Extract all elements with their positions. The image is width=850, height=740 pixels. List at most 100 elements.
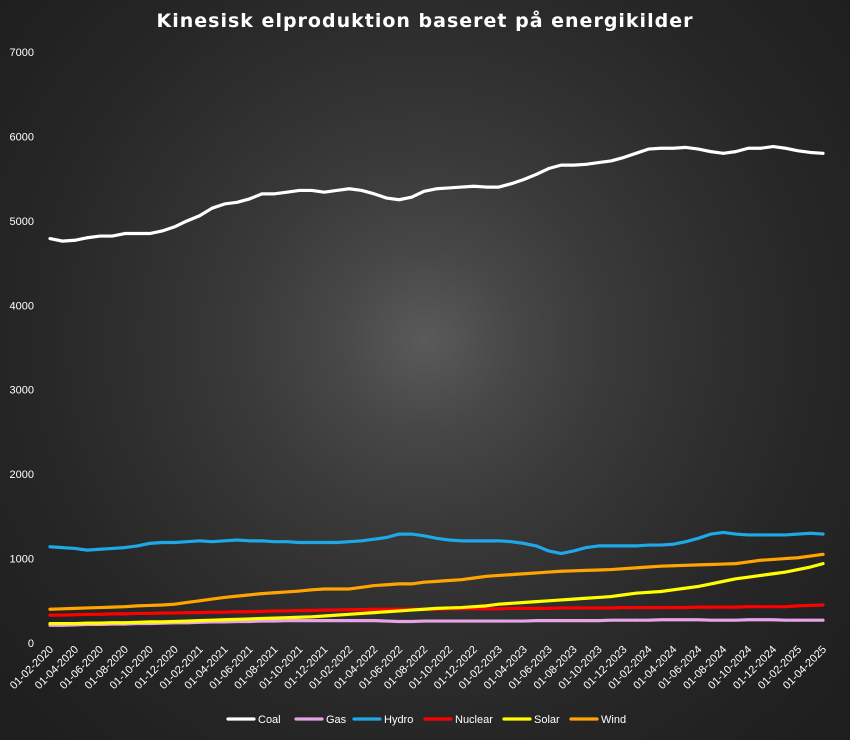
data-point-hydro bbox=[622, 544, 625, 548]
data-point-hydro bbox=[796, 532, 800, 536]
data-point-nuclear bbox=[360, 608, 364, 612]
data-point-nuclear bbox=[210, 610, 214, 614]
data-point-nuclear bbox=[372, 607, 376, 611]
data-point-nuclear bbox=[709, 605, 713, 609]
data-point-nuclear bbox=[746, 605, 750, 609]
data-point-wind bbox=[647, 565, 650, 569]
series-lines bbox=[48, 144, 825, 627]
data-point-wind bbox=[410, 582, 413, 586]
data-point-gas bbox=[285, 619, 289, 623]
data-point-solar bbox=[322, 614, 326, 618]
data-point-gas bbox=[422, 619, 426, 623]
data-point-solar bbox=[547, 599, 551, 603]
data-point-nuclear bbox=[659, 606, 663, 609]
data-point-wind bbox=[497, 574, 501, 577]
data-point-hydro bbox=[160, 541, 164, 544]
legend-item-gas: Gas bbox=[294, 714, 347, 726]
data-point-coal bbox=[397, 198, 401, 202]
data-point-solar bbox=[709, 582, 713, 586]
data-point-nuclear bbox=[260, 609, 264, 613]
data-point-gas bbox=[584, 619, 588, 623]
data-point-wind bbox=[86, 606, 89, 610]
data-point-wind bbox=[210, 597, 214, 601]
data-point-nuclear bbox=[173, 611, 177, 615]
data-point-nuclear bbox=[73, 613, 77, 617]
data-point-wind bbox=[173, 602, 177, 606]
data-point-coal bbox=[297, 189, 301, 192]
data-point-wind bbox=[310, 588, 314, 592]
data-point-solar bbox=[622, 593, 625, 597]
y-tick-label: 7000 bbox=[10, 47, 34, 59]
data-point-wind bbox=[185, 601, 189, 604]
data-point-hydro bbox=[522, 541, 526, 545]
data-point-nuclear bbox=[696, 605, 700, 609]
data-point-coal bbox=[260, 192, 264, 196]
data-point-gas bbox=[509, 619, 513, 623]
data-point-nuclear bbox=[509, 606, 513, 610]
data-point-nuclear bbox=[671, 606, 675, 609]
data-point-solar bbox=[435, 606, 438, 610]
data-point-nuclear bbox=[185, 611, 189, 615]
data-point-wind bbox=[534, 571, 538, 575]
data-point-gas bbox=[460, 619, 463, 623]
legend-item-solar: Solar bbox=[502, 714, 560, 726]
data-point-coal bbox=[821, 151, 825, 155]
data-point-solar bbox=[123, 621, 127, 625]
data-point-solar bbox=[609, 595, 613, 598]
data-point-coal bbox=[597, 161, 600, 165]
data-point-solar bbox=[460, 606, 463, 609]
data-point-coal bbox=[696, 147, 700, 151]
data-point-coal bbox=[347, 187, 351, 191]
data-point-solar bbox=[721, 579, 725, 583]
data-point-nuclear bbox=[734, 605, 738, 609]
data-point-hydro bbox=[821, 532, 825, 536]
data-point-gas bbox=[347, 619, 351, 623]
data-point-nuclear bbox=[622, 606, 625, 609]
data-point-hydro bbox=[185, 540, 189, 544]
data-point-coal bbox=[484, 185, 488, 189]
data-point-hydro bbox=[547, 549, 551, 553]
data-point-hydro bbox=[472, 539, 476, 543]
data-point-nuclear bbox=[310, 609, 314, 612]
data-point-gas bbox=[671, 618, 675, 622]
data-point-solar bbox=[410, 608, 413, 612]
data-point-solar bbox=[484, 604, 488, 608]
data-point-nuclear bbox=[547, 606, 551, 610]
data-point-coal bbox=[273, 192, 276, 196]
data-point-coal bbox=[61, 239, 64, 243]
data-point-coal bbox=[335, 189, 339, 192]
data-point-wind bbox=[721, 562, 725, 566]
data-point-wind bbox=[198, 599, 202, 603]
data-point-solar bbox=[759, 574, 763, 577]
data-point-hydro bbox=[297, 541, 301, 544]
data-point-wind bbox=[659, 564, 663, 568]
data-point-solar bbox=[173, 620, 177, 623]
data-point-nuclear bbox=[273, 609, 276, 613]
data-point-gas bbox=[784, 618, 787, 622]
data-point-coal bbox=[285, 190, 289, 194]
data-point-solar bbox=[746, 575, 750, 579]
data-point-hydro bbox=[784, 533, 787, 537]
legend-label: Gas bbox=[326, 714, 347, 726]
data-point-gas bbox=[696, 618, 700, 622]
data-point-gas bbox=[771, 618, 775, 622]
data-point-coal bbox=[497, 185, 501, 189]
data-point-wind bbox=[734, 562, 738, 566]
data-point-gas bbox=[659, 618, 663, 622]
data-point-wind bbox=[61, 607, 64, 611]
data-point-hydro bbox=[98, 547, 102, 551]
data-point-wind bbox=[572, 569, 576, 573]
data-point-solar bbox=[235, 617, 239, 621]
data-point-solar bbox=[796, 568, 800, 571]
data-point-nuclear bbox=[48, 613, 52, 617]
y-tick-label: 6000 bbox=[10, 131, 34, 143]
data-point-solar bbox=[260, 617, 264, 620]
data-point-hydro bbox=[584, 546, 588, 549]
data-point-gas bbox=[622, 618, 625, 622]
data-point-wind bbox=[435, 579, 438, 583]
data-point-gas bbox=[435, 619, 438, 623]
data-point-hydro bbox=[447, 538, 451, 542]
data-point-hydro bbox=[285, 540, 289, 544]
data-point-coal bbox=[185, 219, 189, 223]
legend-label: Solar bbox=[534, 714, 560, 726]
